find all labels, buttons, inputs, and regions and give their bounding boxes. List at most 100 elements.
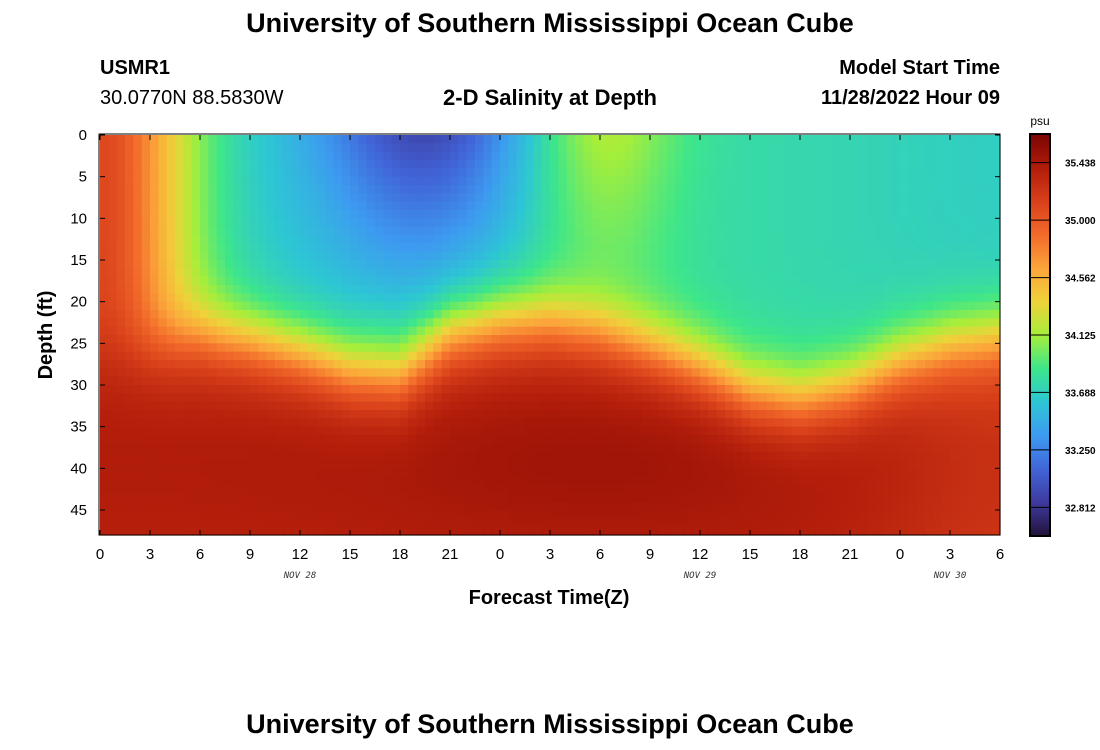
heat-cell	[933, 360, 943, 369]
heat-cell	[350, 310, 359, 319]
heat-cell	[500, 385, 509, 394]
heat-cell	[658, 135, 668, 144]
heat-cell	[633, 143, 643, 153]
heat-cell	[250, 135, 259, 144]
heat-cell	[425, 401, 434, 411]
heat-cell	[291, 368, 301, 378]
heat-cell	[591, 435, 601, 444]
heat-cell	[166, 301, 176, 311]
heat-cell	[650, 151, 659, 161]
heat-cell	[683, 335, 693, 344]
heat-cell	[458, 476, 468, 486]
heat-cell	[116, 426, 126, 436]
heat-cell	[433, 376, 443, 386]
heat-cell	[983, 468, 993, 478]
heat-cell	[500, 393, 509, 403]
heat-cell	[741, 326, 751, 336]
heat-cell	[108, 251, 118, 261]
heat-cell	[916, 510, 926, 519]
heat-cell	[325, 460, 334, 469]
heat-cell	[458, 310, 468, 319]
heat-cell	[175, 501, 184, 511]
heat-cell	[208, 460, 218, 469]
heat-cell	[733, 218, 743, 228]
heat-cell	[325, 243, 334, 253]
heat-cell	[358, 485, 368, 494]
heat-cell	[341, 176, 351, 186]
heat-cell	[216, 218, 226, 228]
heat-cell	[416, 376, 426, 386]
heat-cell	[675, 335, 684, 344]
heat-cell	[383, 235, 393, 244]
heat-cell	[700, 485, 709, 494]
heat-cell	[841, 493, 851, 503]
heat-cell	[316, 426, 326, 436]
heat-cell	[741, 293, 751, 303]
heat-cell	[558, 260, 568, 269]
heat-cell	[700, 360, 709, 369]
heat-cell	[783, 451, 793, 461]
heat-cell	[650, 318, 659, 328]
heat-cell	[916, 135, 926, 144]
heat-cell	[308, 410, 318, 419]
heat-cell	[350, 418, 359, 428]
heat-cell	[125, 351, 134, 361]
heat-cell	[625, 493, 634, 503]
heat-cell	[816, 226, 826, 236]
heat-cell	[191, 418, 201, 428]
heat-cell	[441, 468, 451, 478]
heat-cell	[216, 201, 226, 211]
heat-cell	[808, 451, 818, 461]
heat-cell	[383, 301, 393, 311]
heat-cell	[650, 376, 659, 386]
heat-cell	[900, 160, 909, 169]
heat-cell	[675, 310, 684, 319]
heat-cell	[116, 376, 126, 386]
heat-cell	[458, 251, 468, 261]
heat-cell	[383, 251, 393, 261]
heat-cell	[791, 135, 801, 144]
heat-cell	[425, 351, 434, 361]
heat-cell	[966, 310, 976, 319]
heat-cell	[400, 243, 409, 253]
heat-cell	[991, 401, 1001, 411]
heat-cell	[366, 218, 376, 228]
heat-cell	[200, 135, 209, 144]
heat-cell	[550, 510, 559, 519]
heat-cell	[125, 501, 134, 511]
heat-cell	[916, 501, 926, 511]
heat-cell	[158, 301, 168, 311]
heat-cell	[933, 143, 943, 153]
heat-cell	[300, 510, 309, 519]
heat-cell	[341, 210, 351, 219]
heat-cell	[683, 176, 693, 186]
heat-cell	[708, 385, 718, 394]
heat-cell	[208, 410, 218, 419]
heat-cell	[900, 385, 909, 394]
heat-cell	[550, 501, 559, 511]
heat-cell	[675, 385, 684, 394]
heat-cell	[591, 326, 601, 336]
heat-cell	[633, 226, 643, 236]
heat-cell	[958, 501, 968, 511]
heat-cell	[516, 476, 526, 486]
heat-cell	[316, 293, 326, 303]
heat-cell	[566, 160, 576, 169]
heat-cell	[175, 326, 184, 336]
heat-cell	[225, 376, 234, 386]
heat-cell	[225, 485, 234, 494]
heat-cell	[375, 143, 384, 153]
heat-cell	[600, 268, 609, 278]
heat-cell	[691, 293, 701, 303]
heat-cell	[283, 410, 293, 419]
heat-cell	[450, 326, 459, 336]
heat-cell	[566, 201, 576, 211]
heat-cell	[450, 451, 459, 461]
heat-cell	[991, 285, 1001, 294]
heat-cell	[666, 226, 676, 236]
heat-cell	[375, 376, 384, 386]
heat-cell	[941, 268, 951, 278]
heat-cell	[100, 326, 109, 336]
heat-cell	[733, 368, 743, 378]
heat-cell	[775, 201, 784, 211]
